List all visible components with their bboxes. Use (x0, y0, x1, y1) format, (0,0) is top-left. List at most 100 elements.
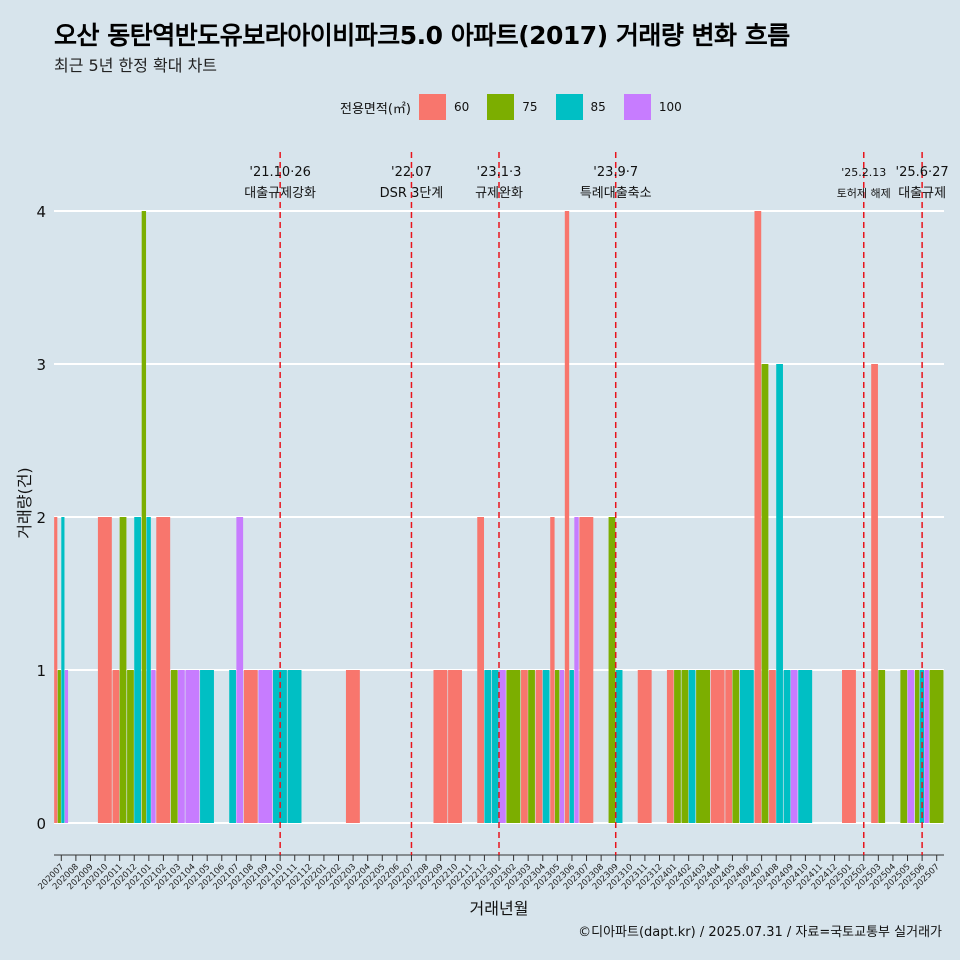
bar-202305-75 (554, 670, 560, 823)
bar-202409-85 (783, 670, 791, 823)
legend-item-85: 85 (555, 94, 618, 120)
bar-202505-75 (900, 670, 908, 823)
y-tick-label-2: 2 (36, 509, 46, 527)
y-axis-title: 거래량(건) (15, 467, 34, 538)
bar-202306-60 (564, 211, 570, 823)
bar-202101-85 (146, 517, 151, 823)
event-date-2: '23.1·3 (477, 165, 522, 180)
bar-202403-75 (696, 670, 711, 823)
event-label-3: 특례대출축소 (580, 186, 652, 201)
bar-202007-85 (61, 517, 65, 823)
bar-202305-100 (559, 670, 565, 823)
bar-202103-100 (178, 670, 185, 823)
x-axis-title: 거래년월 (470, 899, 529, 918)
bar-202409-100 (790, 670, 798, 823)
bar-202007-100 (64, 670, 69, 823)
event-label-2: 규제완화 (475, 186, 523, 201)
bar-202405-60 (725, 670, 733, 823)
bar-202102-60 (156, 517, 171, 823)
chart-title: 오산 동탄역반도유보라아이비파크5.0 아파트(2017) 거래량 변화 흐름 (54, 21, 790, 50)
bar-202303-75 (528, 670, 535, 823)
legend-swatch-75 (487, 94, 515, 120)
legend-swatch-85 (555, 94, 583, 120)
bar-202305-60 (550, 517, 555, 823)
bar-202301-85 (491, 670, 499, 823)
bar-202402-85 (688, 670, 696, 823)
bar-202103-75 (170, 670, 178, 823)
legend-title: 전용면적(㎡) (340, 101, 411, 117)
bar-202501-60 (842, 670, 856, 823)
event-label-5: 대출규제 (898, 186, 946, 201)
legend-label-75: 75 (522, 100, 538, 114)
bar-202309-85 (615, 670, 623, 823)
bar-202105-85 (200, 670, 214, 823)
bar-202306-100 (574, 517, 579, 823)
legend-item-60: 60 (418, 94, 481, 120)
bar-202304-85 (542, 670, 550, 823)
bar-202101-75 (141, 211, 147, 823)
bar-202503-60 (871, 364, 878, 823)
event-label-0: 대출규제강화 (244, 186, 316, 201)
bar-202307-60 (579, 517, 594, 823)
bar-202309-75 (608, 517, 616, 823)
bar-202010-60 (97, 517, 112, 823)
bar-202506-75 (914, 670, 920, 823)
source-caption: ©디아파트(dapt.kr) / 2025.07.31 / 자료=국토교통부 실… (578, 925, 942, 940)
bar-202301-100 (499, 670, 506, 823)
bar-202111-85 (287, 670, 302, 823)
bar-202101-100 (151, 670, 156, 823)
bar-202012-75 (127, 670, 134, 823)
bar-202303-60 (521, 670, 528, 823)
bar-202408-85 (776, 364, 783, 823)
bar-202107-100 (236, 517, 244, 823)
bar-202311-60 (637, 670, 652, 823)
bar-202408-60 (769, 670, 776, 823)
bar-202401-60 (666, 670, 674, 823)
bar-202406-85 (739, 670, 754, 823)
legend-label-100: 100 (658, 100, 682, 114)
bar-202407-60 (754, 211, 762, 823)
bar-202507-75 (929, 670, 944, 823)
bar-202212-60 (477, 517, 485, 823)
event-date-0: '21.10·26 (249, 165, 310, 180)
legend-swatch-100 (623, 94, 651, 120)
y-tick-label-4: 4 (36, 203, 46, 221)
bar-202302-75 (506, 670, 521, 823)
bar-202404-60 (710, 670, 725, 823)
bar-202012-85 (134, 517, 141, 823)
bar-202104-100 (185, 670, 200, 823)
bar-202107-85 (229, 670, 236, 823)
bar-202011-75 (119, 517, 127, 823)
bar-202007-75 (57, 670, 61, 823)
bar-202210-60 (448, 670, 462, 823)
event-label-4: 토허제 해제 (837, 186, 891, 200)
legend: 전용면적(㎡) 60 75 85 100 (340, 94, 700, 120)
bar-202505-100 (907, 670, 915, 823)
legend-label-60: 60 (453, 100, 470, 114)
bar-202304-60 (535, 670, 543, 823)
bar-202402-75 (681, 670, 689, 823)
bar-202306-85 (569, 670, 574, 823)
bar-202503-75 (878, 670, 886, 823)
bar-202405-75 (732, 670, 740, 823)
bar-202109-100 (258, 670, 273, 823)
bar-202407-75 (761, 364, 769, 823)
event-date-1: '22.07 (391, 165, 432, 180)
chart-subtitle: 최근 5년 한정 확대 차트 (54, 56, 218, 75)
bar-202506-100 (924, 670, 929, 823)
event-date-4: '25.2.13 (841, 166, 886, 179)
bar-202410-85 (798, 670, 813, 823)
bar-202209-60 (433, 670, 448, 823)
bar-202212-85 (484, 670, 492, 823)
legend-label-85: 85 (590, 100, 606, 114)
legend-swatch-60 (418, 94, 446, 120)
bar-202401-75 (674, 670, 681, 823)
event-date-3: '23.9·7 (593, 165, 638, 180)
bar-202011-60 (112, 670, 120, 823)
legend-item-75: 75 (487, 94, 549, 120)
legend-item-100: 100 (623, 94, 694, 120)
bar-202203-60 (345, 670, 360, 823)
event-label-1: DSR 3단계 (380, 186, 444, 201)
y-tick-label-1: 1 (36, 662, 46, 680)
